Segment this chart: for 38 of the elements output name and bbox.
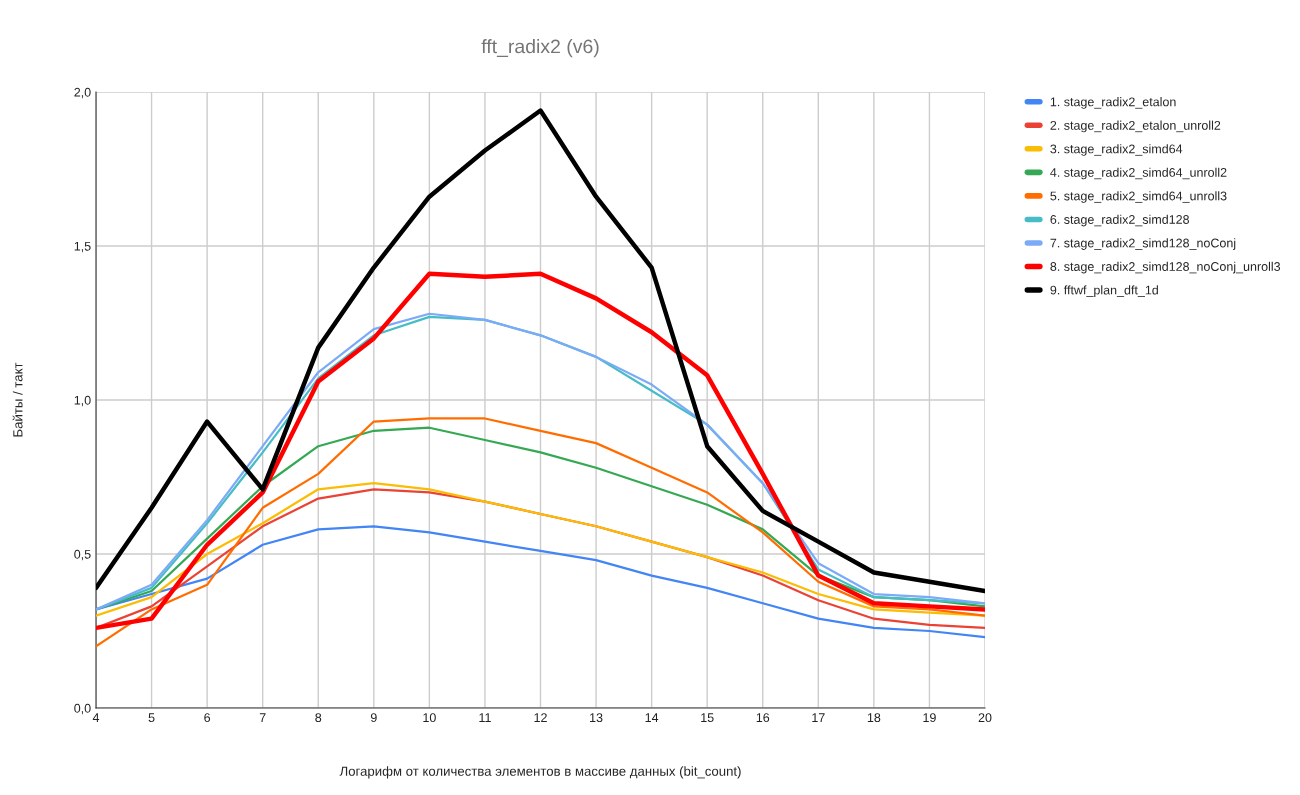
line-series <box>96 108 985 594</box>
legend-label: 2. stage_radix2_etalon_unroll2 <box>1050 120 1221 133</box>
x-tick-label: 12 <box>534 713 547 722</box>
line-series <box>96 271 985 631</box>
y-axis-title: Байты / такт <box>12 362 23 437</box>
legend-label: 5. stage_radix2_simd64_unroll3 <box>1050 191 1227 203</box>
y-tick-label: 2,0 <box>74 87 91 99</box>
x-tick-label: 11 <box>479 713 491 722</box>
y-tick-label: 1,0 <box>74 395 91 407</box>
y-tick-label: 1,5 <box>74 241 91 253</box>
x-tick-label: 10 <box>423 713 436 723</box>
x-tick-label: 14 <box>645 713 659 722</box>
x-tick-label: 7 <box>259 713 266 722</box>
x-tick-label: 8 <box>315 713 322 723</box>
legend-label: 7. stage_radix2_simd128_noConj <box>1050 238 1236 250</box>
x-tick-label: 13 <box>590 713 603 723</box>
legend-label: 9. fftwf_plan_dft_1d <box>1050 285 1158 297</box>
x-tick-label: 18 <box>867 713 881 723</box>
x-tick-label: 9 <box>370 713 377 723</box>
legend-label: 3. stage_radix2_simd64 <box>1050 144 1183 156</box>
chart-title: fft_radix2 (v6) <box>481 39 599 58</box>
legend-label: 6. stage_radix2_simd128 <box>1050 214 1189 227</box>
x-tick-label: 17 <box>812 713 825 722</box>
x-axis-title: Логарифм от количества элементов в массиве данных (bit_count) <box>339 766 741 779</box>
line-series <box>96 525 985 639</box>
x-tick-label: 6 <box>204 713 211 723</box>
legend-label: 1. stage_radix2_etalon <box>1050 97 1176 109</box>
x-tick-label: 15 <box>701 713 714 723</box>
x-tick-label: 5 <box>148 713 155 723</box>
x-tick-label: 4 <box>92 713 100 722</box>
legend-label: 8. stage_radix2_simd128_noConj_unroll3 <box>1050 261 1281 274</box>
x-tick-label: 20 <box>978 713 992 723</box>
y-tick-label: 0,0 <box>74 703 91 715</box>
x-tick-label: 16 <box>756 713 770 723</box>
y-tick-label: 0,5 <box>74 549 91 561</box>
line-series <box>96 417 985 648</box>
x-tick-label: 19 <box>923 713 936 723</box>
legend-label: 4. stage_radix2_simd64_unroll2 <box>1050 167 1227 180</box>
